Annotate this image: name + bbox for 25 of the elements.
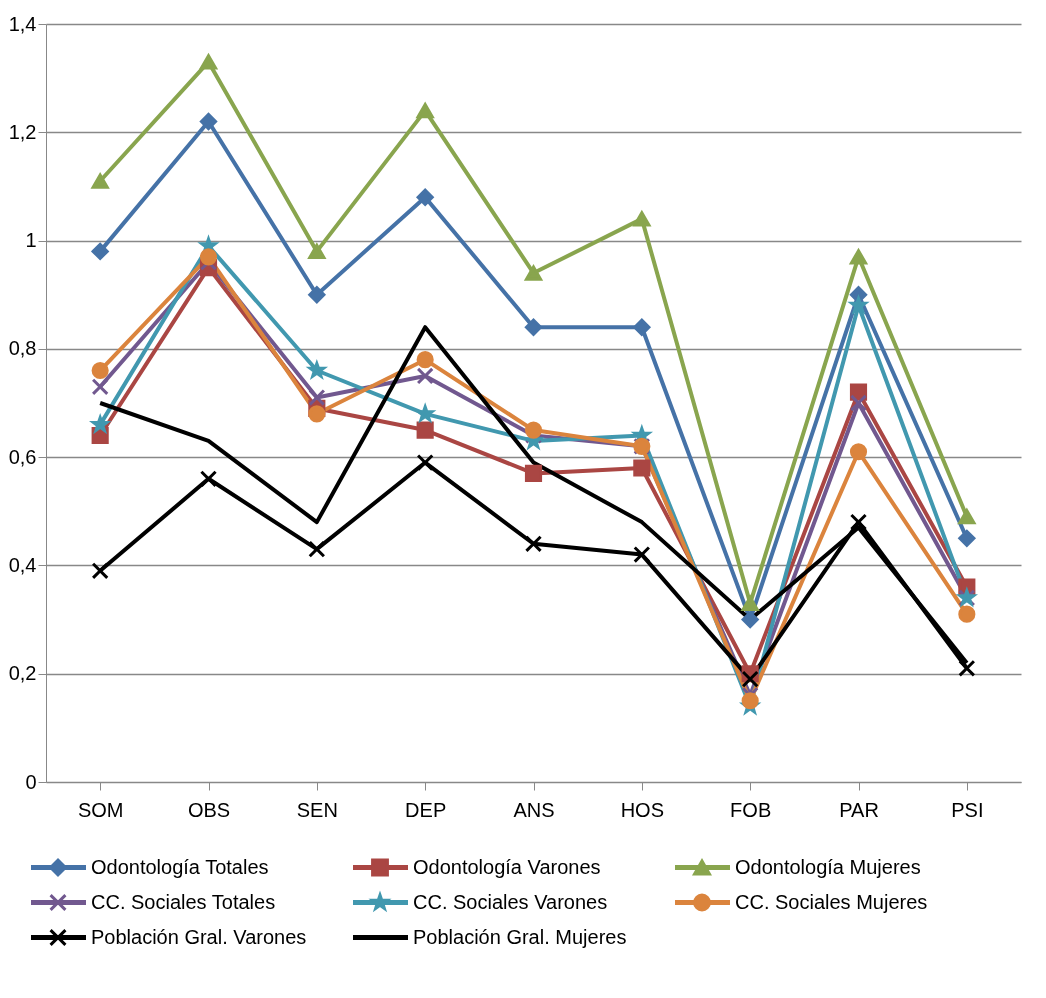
x-tick-label: FOB: [730, 798, 772, 821]
y-tick-label: 0,8: [8, 337, 37, 360]
legend-label: CC. Sociales Totales: [91, 890, 276, 913]
x-tick-label: HOS: [620, 798, 665, 821]
y-tick-label: 1,2: [8, 120, 37, 143]
x-tick-label: OBS: [187, 798, 231, 821]
legend-label: Población Gral. Mujeres: [413, 925, 627, 948]
x-tick-label: SOM: [77, 798, 124, 821]
x-tick-label: ANS: [513, 798, 555, 821]
y-tick-label: 0: [25, 770, 37, 793]
x-tick-label: PAR: [839, 798, 879, 821]
y-tick-label: 0,2: [8, 662, 37, 685]
y-tick-label: 1: [25, 229, 37, 252]
y-tick-label: 0,6: [8, 445, 37, 468]
x-tick-label: PSI: [951, 798, 984, 821]
y-tick-label: 0,4: [8, 553, 37, 576]
x-tick-label: SEN: [296, 798, 338, 821]
legend-label: CC. Sociales Varones: [413, 890, 608, 913]
y-tick-label: 1,4: [8, 12, 37, 35]
legend-label: Odontología Mujeres: [735, 855, 921, 878]
x-tick-label: DEP: [405, 798, 447, 821]
legend-label: Población Gral. Varones: [91, 925, 307, 948]
legend-label: Odontología Totales: [91, 855, 269, 878]
legend-label: CC. Sociales Mujeres: [735, 890, 928, 913]
legend-label: Odontología Varones: [413, 855, 601, 878]
